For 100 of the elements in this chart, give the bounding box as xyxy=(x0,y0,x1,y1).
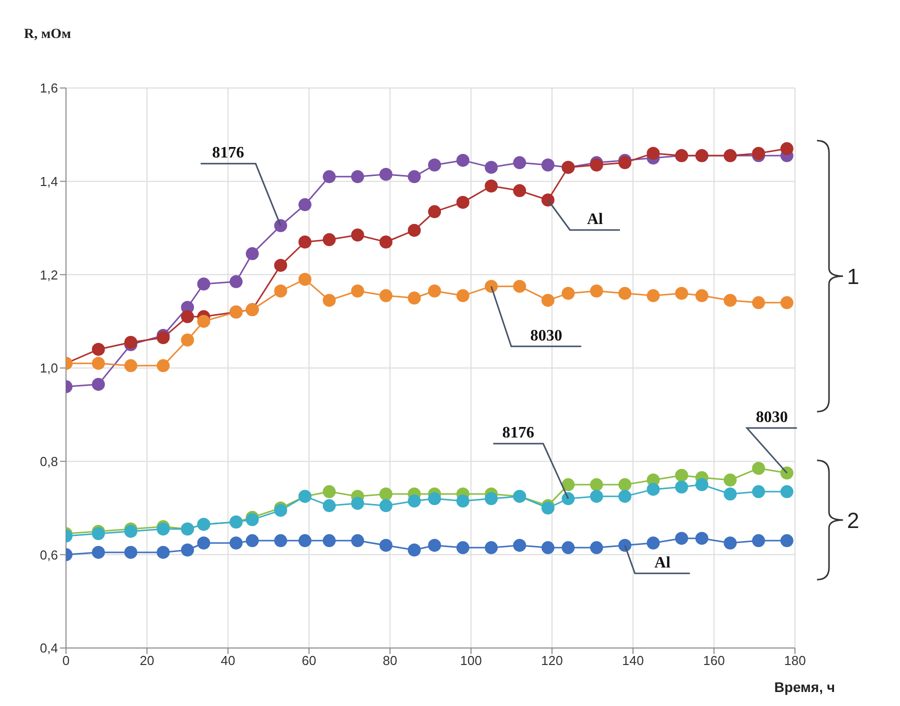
point xyxy=(752,534,766,548)
point xyxy=(484,160,498,174)
point xyxy=(590,158,604,172)
point xyxy=(780,296,794,310)
series-label: 8030 xyxy=(530,327,562,344)
point xyxy=(675,480,688,494)
point xyxy=(124,336,138,349)
point xyxy=(428,158,442,172)
point xyxy=(590,541,604,554)
point xyxy=(456,289,470,302)
x-axis-title: Время, ч xyxy=(774,679,835,695)
text: 8176 xyxy=(212,144,244,162)
point xyxy=(724,474,737,486)
point xyxy=(541,158,554,172)
point xyxy=(590,478,604,492)
y-tick-label: 0,8 xyxy=(40,454,58,469)
point xyxy=(541,194,554,206)
point xyxy=(646,289,660,302)
point xyxy=(230,275,243,288)
point xyxy=(408,224,421,237)
point xyxy=(246,534,259,548)
point xyxy=(456,196,470,209)
point xyxy=(156,359,170,372)
point xyxy=(428,284,442,298)
point xyxy=(618,156,632,170)
text: 8030 xyxy=(756,409,788,426)
point xyxy=(124,546,138,559)
point xyxy=(695,289,708,302)
point xyxy=(513,184,526,198)
series-label: Al xyxy=(654,554,671,572)
point xyxy=(351,170,364,184)
point xyxy=(181,544,194,556)
point xyxy=(246,247,259,260)
point xyxy=(322,233,336,246)
point xyxy=(513,538,526,552)
y-tick-label: 0,4 xyxy=(40,640,58,656)
point xyxy=(274,504,288,517)
point xyxy=(156,331,170,344)
point xyxy=(646,146,660,160)
point xyxy=(780,534,794,548)
point xyxy=(298,236,312,248)
text: 8176 xyxy=(502,424,534,442)
point xyxy=(484,492,498,506)
point xyxy=(541,502,554,514)
point xyxy=(322,294,336,307)
point xyxy=(428,492,442,506)
point xyxy=(408,170,421,184)
point xyxy=(408,292,421,304)
point xyxy=(351,496,364,510)
point xyxy=(379,289,392,302)
point xyxy=(274,258,288,272)
point xyxy=(675,468,688,482)
point xyxy=(780,466,794,480)
x-tick-label: 140 xyxy=(622,653,644,668)
point xyxy=(695,478,708,492)
point xyxy=(541,294,554,307)
point xyxy=(156,522,170,536)
point xyxy=(274,219,288,232)
y-axis-title: R, мОм xyxy=(24,27,72,42)
point xyxy=(618,538,632,552)
point xyxy=(351,534,364,548)
point xyxy=(379,538,392,552)
x-tick-label: 160 xyxy=(703,653,725,668)
point xyxy=(197,536,210,550)
point xyxy=(590,284,604,298)
point xyxy=(724,536,737,550)
y-tick-label: 1,2 xyxy=(40,267,58,282)
point xyxy=(156,546,170,559)
x-tick-label: 60 xyxy=(302,653,316,668)
y-tick-label: 1,6 xyxy=(40,80,58,96)
point xyxy=(379,499,392,512)
point xyxy=(197,278,210,290)
point xyxy=(298,272,312,286)
text: Al xyxy=(586,211,604,228)
point xyxy=(351,284,364,298)
point xyxy=(379,488,392,500)
point xyxy=(124,359,138,372)
point xyxy=(92,342,105,356)
text: 2 xyxy=(847,508,860,533)
text: 1 xyxy=(847,264,860,290)
point xyxy=(456,541,470,554)
point xyxy=(246,513,259,526)
point xyxy=(181,310,194,324)
point xyxy=(274,284,288,298)
point xyxy=(456,494,470,508)
point xyxy=(230,536,243,550)
x-tick-label: 20 xyxy=(140,653,154,668)
point xyxy=(590,490,604,503)
point xyxy=(298,534,312,548)
point xyxy=(92,378,105,391)
point xyxy=(484,541,498,554)
x-tick-label: 0 xyxy=(62,653,70,668)
point xyxy=(752,146,766,160)
x-tick-label: 180 xyxy=(784,653,806,668)
point xyxy=(618,478,632,492)
point xyxy=(379,236,392,248)
y-tick-label: 1,0 xyxy=(40,360,58,376)
point xyxy=(322,170,336,184)
point xyxy=(456,154,470,167)
y-tick-label: 0,6 xyxy=(40,547,58,562)
